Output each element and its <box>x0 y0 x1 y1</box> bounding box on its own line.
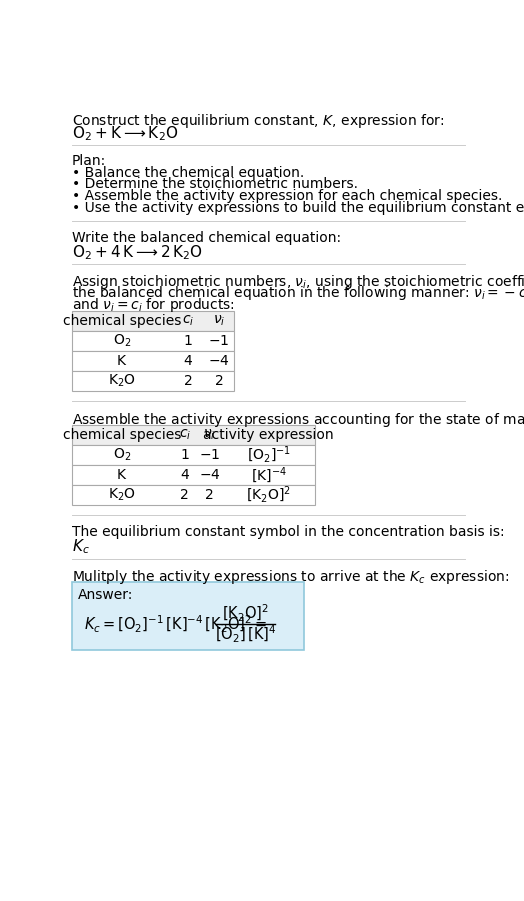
Text: $K_c = [\mathrm{O_2}]^{-1}\,[\mathrm{K}]^{-4}\,[\mathrm{K_2O}]^{2} = $: $K_c = [\mathrm{O_2}]^{-1}\,[\mathrm{K}]… <box>84 614 267 634</box>
Text: Assign stoichiometric numbers, $\nu_i$, using the stoichiometric coefficients, $: Assign stoichiometric numbers, $\nu_i$, … <box>72 273 524 291</box>
Text: $\nu_i$: $\nu_i$ <box>213 314 225 328</box>
Text: $c_i$: $c_i$ <box>179 427 191 441</box>
Bar <box>72 465 315 485</box>
Text: the balanced chemical equation in the following manner: $\nu_i = -c_i$ for react: the balanced chemical equation in the fo… <box>72 285 524 303</box>
Text: • Balance the chemical equation.: • Balance the chemical equation. <box>72 166 304 180</box>
Text: $\mathrm{K_2O}$: $\mathrm{K_2O}$ <box>108 487 136 503</box>
Text: $\mathrm{O_2 + 4\,K \longrightarrow 2\,K_2O}$: $\mathrm{O_2 + 4\,K \longrightarrow 2\,K… <box>72 243 202 261</box>
Text: 2: 2 <box>183 374 192 387</box>
Text: 2: 2 <box>180 487 189 502</box>
Text: Mulitply the activity expressions to arrive at the $K_c$ expression:: Mulitply the activity expressions to arr… <box>72 568 509 586</box>
Text: 4: 4 <box>180 468 189 482</box>
Text: $-4$: $-4$ <box>199 468 221 482</box>
Bar <box>72 311 234 331</box>
Text: $[\mathrm{K}]^{-4}$: $[\mathrm{K}]^{-4}$ <box>250 465 287 485</box>
Text: $\mathrm{K_2O}$: $\mathrm{K_2O}$ <box>108 372 136 389</box>
Text: • Assemble the activity expression for each chemical species.: • Assemble the activity expression for e… <box>72 189 502 203</box>
Text: and $\nu_i = c_i$ for products:: and $\nu_i = c_i$ for products: <box>72 296 235 314</box>
Bar <box>72 370 234 391</box>
Text: Answer:: Answer: <box>78 587 133 602</box>
Text: chemical species: chemical species <box>63 428 181 441</box>
Text: $\mathrm{O_2 + K \longrightarrow K_2O}$: $\mathrm{O_2 + K \longrightarrow K_2O}$ <box>72 124 178 143</box>
Text: Plan:: Plan: <box>72 154 106 168</box>
Text: 2: 2 <box>214 374 223 387</box>
Text: $[\mathrm{O_2}]^{-1}$: $[\mathrm{O_2}]^{-1}$ <box>247 444 290 465</box>
Text: • Determine the stoichiometric numbers.: • Determine the stoichiometric numbers. <box>72 177 358 191</box>
Text: $[\mathrm{K_2O}]^{2}$: $[\mathrm{K_2O}]^{2}$ <box>246 485 291 505</box>
Bar <box>72 350 234 370</box>
Text: $\mathrm{O_2}$: $\mathrm{O_2}$ <box>113 332 131 349</box>
Bar <box>72 485 315 505</box>
Bar <box>72 424 315 444</box>
Text: 4: 4 <box>183 354 192 368</box>
Text: $\mathrm{K}$: $\mathrm{K}$ <box>116 468 128 482</box>
Text: chemical species: chemical species <box>63 314 181 328</box>
Text: $\nu_i$: $\nu_i$ <box>203 427 216 441</box>
Bar <box>72 444 315 465</box>
Text: Assemble the activity expressions accounting for the state of matter and $\nu_i$: Assemble the activity expressions accoun… <box>72 411 524 429</box>
Text: The equilibrium constant symbol in the concentration basis is:: The equilibrium constant symbol in the c… <box>72 524 504 539</box>
Text: $-4$: $-4$ <box>208 354 230 368</box>
Text: $c_i$: $c_i$ <box>182 314 194 328</box>
Text: Write the balanced chemical equation:: Write the balanced chemical equation: <box>72 231 341 244</box>
FancyBboxPatch shape <box>72 582 304 651</box>
Text: $\mathrm{O_2}$: $\mathrm{O_2}$ <box>113 446 131 463</box>
Text: $[\mathrm{O_2}]\,[\mathrm{K}]^{4}$: $[\mathrm{O_2}]\,[\mathrm{K}]^{4}$ <box>214 624 276 645</box>
Text: • Use the activity expressions to build the equilibrium constant expression.: • Use the activity expressions to build … <box>72 201 524 214</box>
Text: $-1$: $-1$ <box>209 333 230 348</box>
Text: $K_c$: $K_c$ <box>72 538 90 557</box>
Text: 1: 1 <box>180 448 189 461</box>
Text: $-1$: $-1$ <box>199 448 220 461</box>
Text: 1: 1 <box>183 333 192 348</box>
Text: activity expression: activity expression <box>203 428 334 441</box>
Text: $\mathrm{K}$: $\mathrm{K}$ <box>116 354 128 368</box>
Text: 2: 2 <box>205 487 214 502</box>
Text: $[\mathrm{K_2O}]^{2}$: $[\mathrm{K_2O}]^{2}$ <box>222 603 269 623</box>
Bar <box>72 331 234 350</box>
Text: Construct the equilibrium constant, $K$, expression for:: Construct the equilibrium constant, $K$,… <box>72 112 444 130</box>
